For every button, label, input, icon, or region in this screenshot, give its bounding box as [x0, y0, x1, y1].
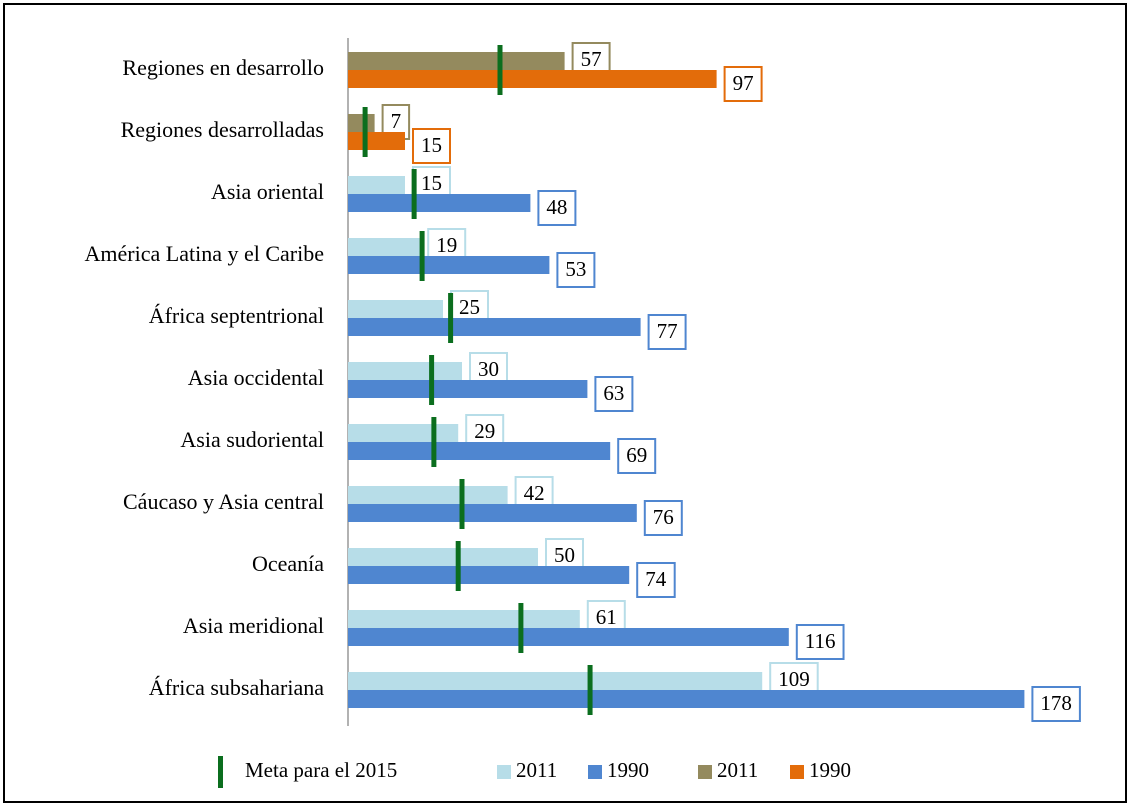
legend-marker [218, 756, 223, 788]
frame [3, 3, 1127, 803]
legend-label: Meta para el 2015 [245, 758, 397, 782]
bar [348, 486, 508, 504]
legend-swatch [588, 765, 602, 779]
data-label-box [594, 376, 634, 412]
data-label: 42 [524, 481, 545, 505]
data-label-box [723, 66, 763, 102]
bar [348, 300, 443, 318]
data-label-box [795, 624, 845, 660]
target-marker [455, 541, 461, 591]
data-label-box [643, 500, 683, 536]
bar [348, 256, 550, 274]
bar [348, 70, 717, 88]
data-label: 69 [626, 443, 647, 467]
category-label: Cáucaso y Asia central [123, 489, 324, 514]
target-marker [587, 665, 593, 715]
bar [348, 114, 375, 132]
category-label: Asia sudoriental [180, 427, 324, 452]
data-label: 19 [436, 233, 457, 257]
data-label-box [636, 562, 676, 598]
data-label: 97 [733, 71, 754, 95]
bar [348, 672, 763, 690]
data-label-box [647, 314, 687, 350]
data-label: 50 [554, 543, 575, 567]
data-label: 53 [565, 257, 586, 281]
legend-label: 1990 [607, 758, 649, 782]
category-label: África subsahariana [149, 675, 325, 700]
category-label: Asia oriental [211, 179, 324, 204]
bar [348, 442, 611, 460]
bar [348, 176, 405, 194]
data-label: 74 [645, 567, 667, 591]
data-label: 30 [478, 357, 499, 381]
bar [348, 318, 641, 336]
target-marker [497, 45, 503, 95]
bar [348, 610, 580, 628]
target-marker [429, 355, 435, 405]
category-label: Regiones en desarrollo [122, 55, 324, 80]
bar [348, 132, 405, 150]
target-marker [419, 231, 425, 281]
bar [348, 628, 789, 646]
legend-label: 2011 [516, 758, 557, 782]
data-label: 116 [805, 629, 836, 653]
bar [348, 238, 421, 256]
bar [348, 362, 462, 380]
target-marker [448, 293, 454, 343]
data-label: 29 [474, 419, 495, 443]
category-label: Asia meridional [183, 613, 324, 638]
bar [348, 690, 1025, 708]
data-label-box [412, 128, 451, 164]
target-marker [411, 169, 417, 219]
bar [348, 380, 588, 398]
data-label: 15 [421, 133, 442, 157]
target-marker [431, 417, 437, 467]
data-label-box [1031, 686, 1081, 722]
category-label: América Latina y el Caribe [85, 241, 324, 266]
data-label: 76 [653, 505, 674, 529]
data-label: 25 [459, 295, 480, 319]
bar [348, 504, 637, 522]
data-label: 178 [1040, 691, 1072, 715]
data-label: 48 [546, 195, 567, 219]
bar [348, 424, 459, 442]
data-label: 7 [391, 109, 402, 133]
bar [348, 566, 630, 584]
target-marker [518, 603, 524, 653]
category-label: Oceanía [252, 551, 324, 576]
legend-label: 2011 [717, 758, 758, 782]
category-label: África septentrional [149, 303, 324, 328]
data-label: 57 [581, 47, 602, 71]
data-label-box [556, 252, 596, 288]
category-label: Regiones desarrolladas [121, 117, 324, 142]
bar [348, 548, 538, 566]
data-label: 77 [657, 319, 678, 343]
data-label: 61 [596, 605, 617, 629]
data-label-box [537, 190, 577, 226]
bar [348, 194, 531, 212]
category-label: Asia occidental [188, 365, 324, 390]
target-marker [459, 479, 465, 529]
legend-label: 1990 [809, 758, 851, 782]
bar [348, 52, 565, 70]
data-label: 63 [603, 381, 624, 405]
legend-swatch [497, 765, 511, 779]
data-label: 15 [421, 171, 442, 195]
target-marker [362, 107, 368, 157]
legend-swatch [698, 765, 712, 779]
data-label-box [617, 438, 657, 474]
legend-swatch [790, 765, 804, 779]
data-label: 109 [778, 667, 810, 691]
